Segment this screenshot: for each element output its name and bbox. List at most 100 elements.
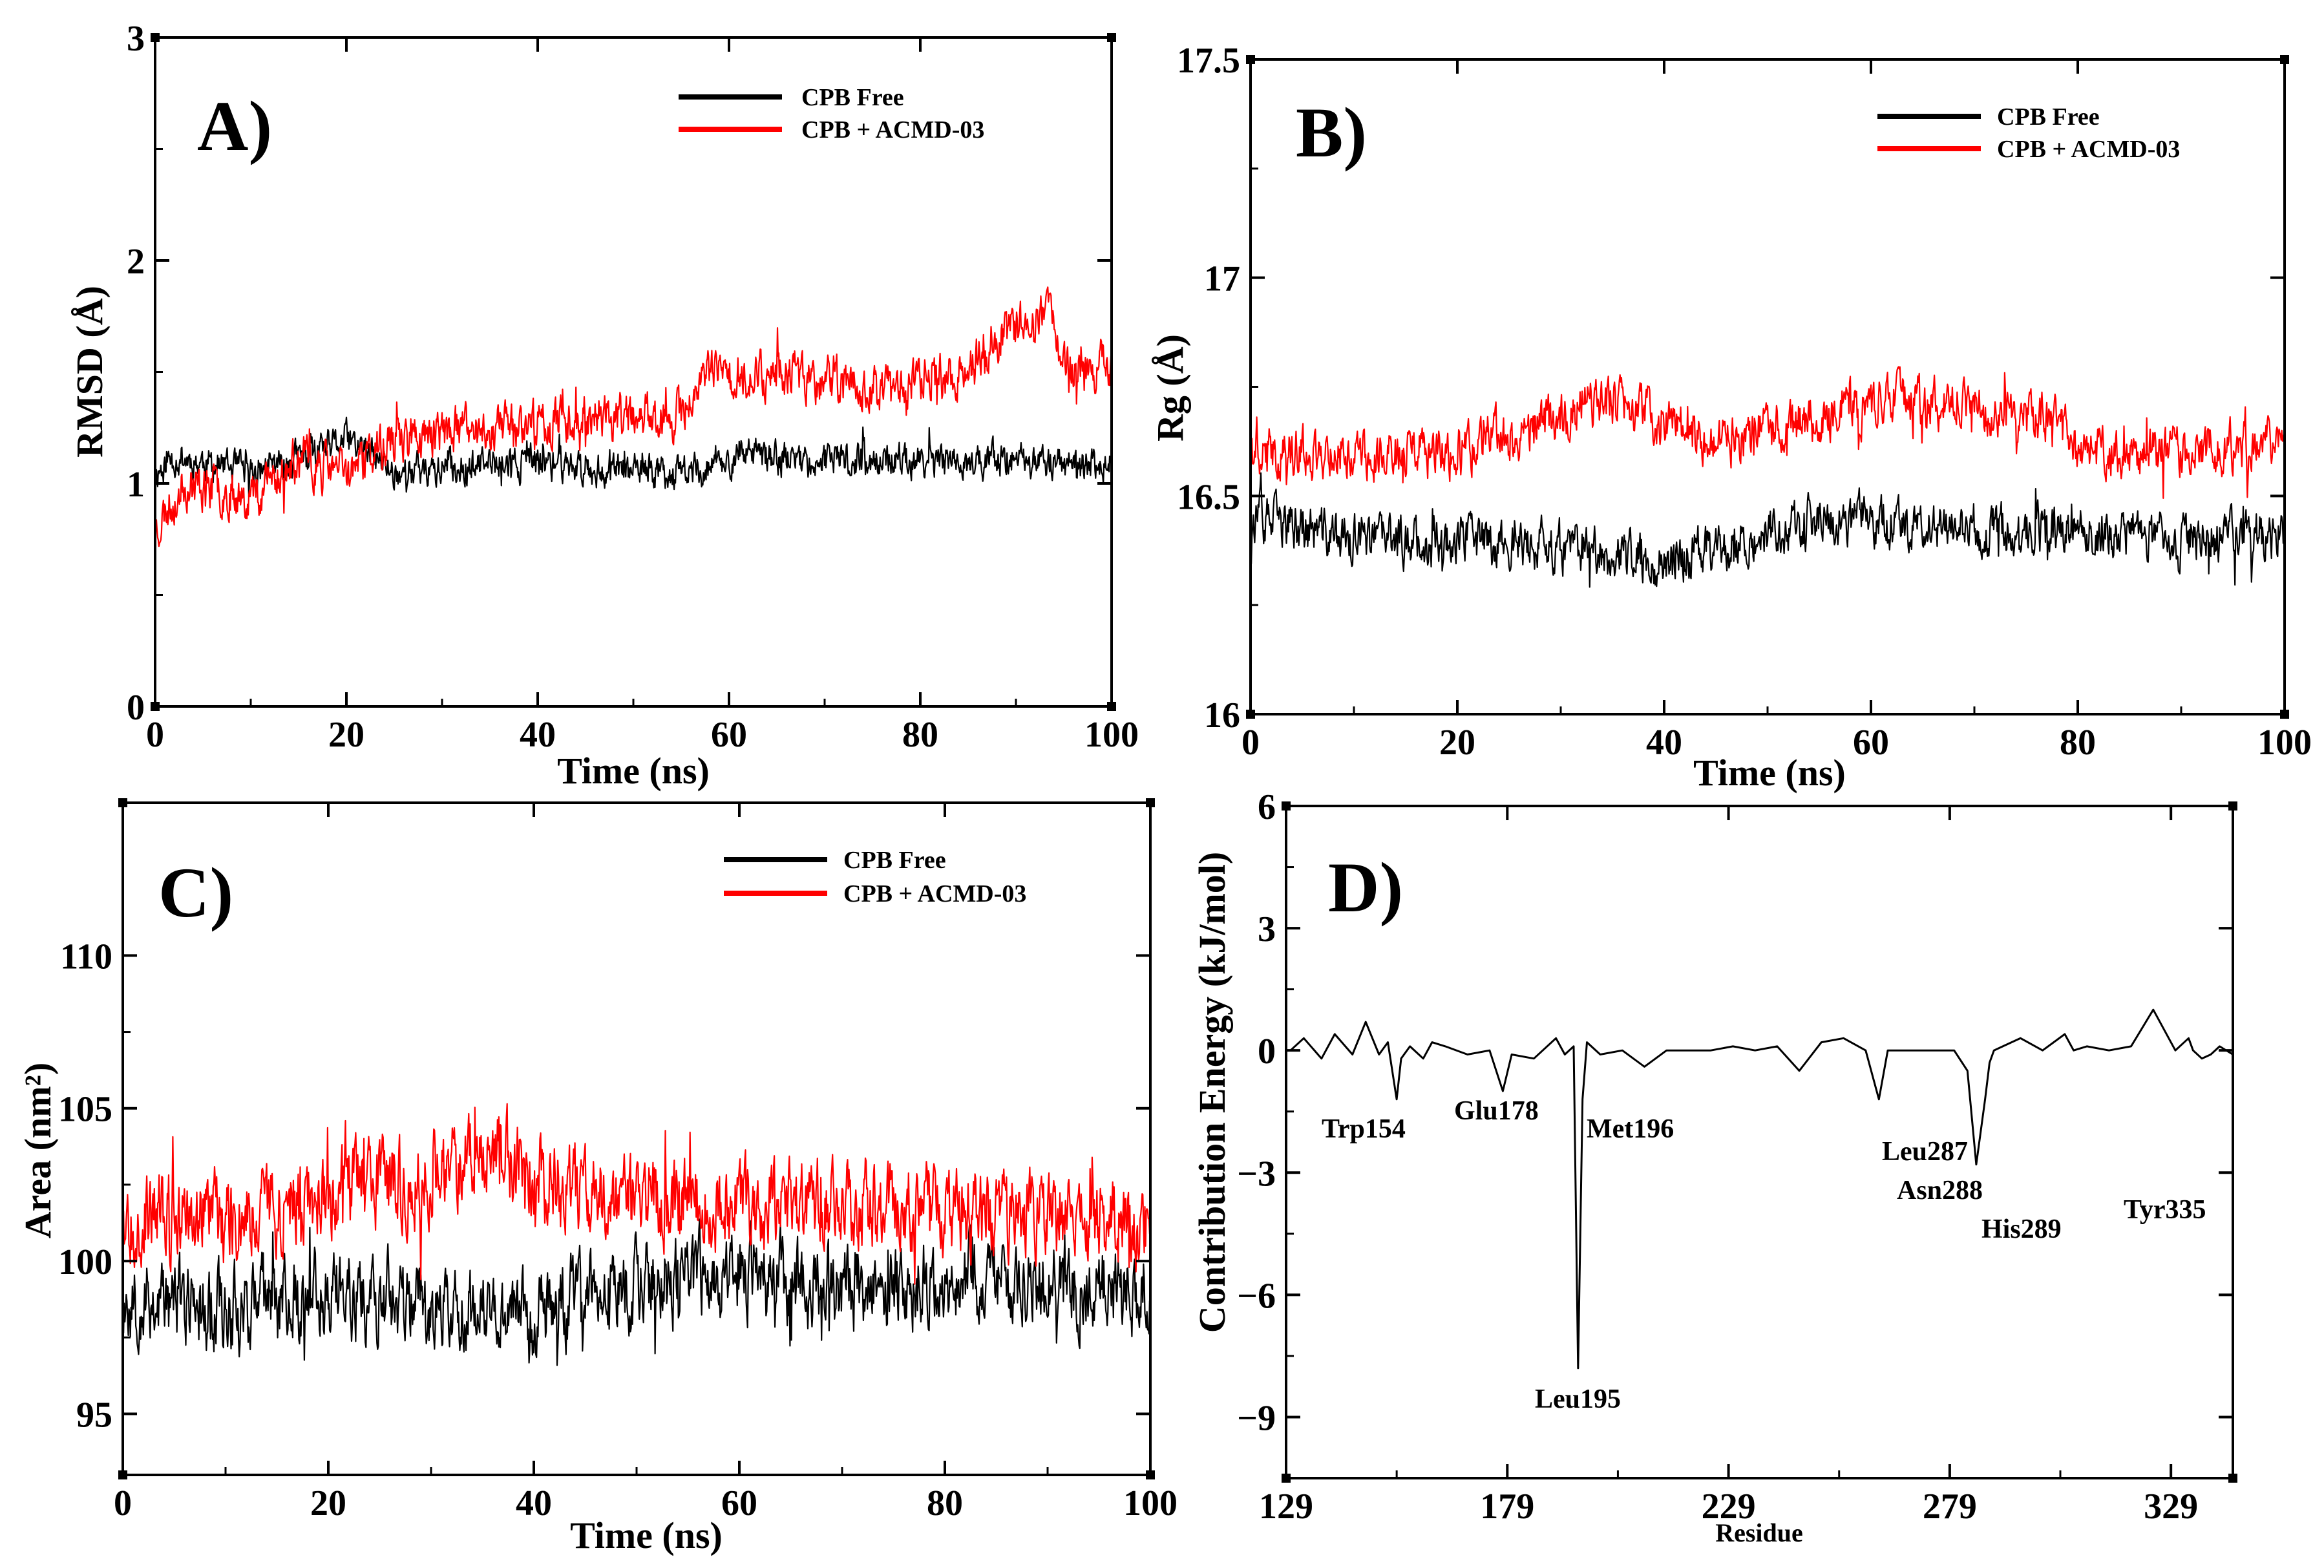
y-tick-label: 17 <box>1204 259 1240 299</box>
series-a-ligand <box>154 286 1113 547</box>
y-tick-label: 105 <box>58 1090 112 1130</box>
series-c-primary <box>121 1218 1152 1366</box>
panel-d-ylabel: Contribution Energy (kJ/mol) <box>1191 852 1233 1333</box>
x-tick-label: 279 <box>1923 1487 1977 1527</box>
annotation-glu178: Glu178 <box>1454 1096 1539 1126</box>
panel-c-ylabel: Area (nm²) <box>17 1063 59 1238</box>
frame-corner-marker <box>2280 710 2289 719</box>
panel-c-area: 0 20 40 60 80 100 95 100 105 110 C) CPB Free CPB … <box>17 798 1178 1556</box>
panel-b-ylabel: Rg (Å) <box>1149 334 1191 441</box>
y-tick-label: 100 <box>58 1242 112 1282</box>
panel-b-rg: 0 20 40 60 80 100 16 16.5 17 17.5 B) CPB Free CPB… <box>1149 41 2312 794</box>
x-tick-label: 100 <box>2257 723 2312 763</box>
panel-a-xlabel: Time (ns) <box>557 750 710 792</box>
y-tick-label: 3 <box>127 19 145 59</box>
panel-b-series <box>1249 366 2286 588</box>
y-tick-label: −6 <box>1237 1276 1276 1316</box>
annotation-asn288: Asn288 <box>1897 1176 1983 1205</box>
annotation-leu287: Leu287 <box>1882 1137 1968 1167</box>
series-b-primary <box>1249 472 2286 588</box>
frame-corner-marker <box>1146 798 1155 807</box>
panel-c-series <box>121 1103 1152 1366</box>
panel-c-legend-ligand: CPB + ACMD-03 <box>843 880 1026 907</box>
y-tick-label: −9 <box>1237 1398 1276 1438</box>
panel-b-label: B) <box>1296 93 1367 172</box>
panel-c-legend-free: CPB Free <box>843 847 946 874</box>
frame-corner-marker <box>1282 1474 1291 1483</box>
x-tick-label: 40 <box>520 715 556 755</box>
frame-corner-marker <box>1246 710 1255 719</box>
panel-a-label: A) <box>197 87 272 165</box>
panel-d-label: D) <box>1328 848 1403 927</box>
x-tick-label: 329 <box>2144 1487 2198 1527</box>
x-tick-label: 60 <box>711 715 747 755</box>
annotation-met196: Met196 <box>1587 1114 1674 1144</box>
frame-corner-marker <box>1107 702 1116 711</box>
series-b-ligand <box>1249 366 2286 499</box>
x-tick-label: 20 <box>1439 723 1475 763</box>
frame-corner-marker <box>1107 33 1116 42</box>
panel-a-rmsd: 0 20 40 60 80 100 0 1 2 3 A) CPB Free CPB + ACMD-… <box>69 19 1139 792</box>
x-tick-label: 129 <box>1259 1487 1313 1527</box>
series-a-primary <box>154 416 1113 498</box>
x-tick-label: 80 <box>902 715 938 755</box>
panel-d-xlabel: Residue <box>1715 1518 1803 1547</box>
panel-b-ticks: 0 20 40 60 80 100 16 16.5 17 17.5 <box>1177 41 2312 763</box>
x-tick-label: 229 <box>1702 1487 1756 1527</box>
panel-a-legend-ligand: CPB + ACMD-03 <box>801 116 984 143</box>
annotation-trp154: Trp154 <box>1322 1114 1406 1144</box>
frame-corner-marker <box>1146 1470 1155 1479</box>
frame-corner-marker <box>2228 1474 2237 1483</box>
panel-a-legend-free: CPB Free <box>801 84 904 111</box>
panel-d-ticks: 129 179 229 279 329 −9 −6 −3 0 3 6 <box>1237 787 2237 1527</box>
frame-corner-marker <box>118 1470 127 1479</box>
panel-c-xlabel: Time (ns) <box>570 1514 723 1556</box>
annotation-his289: His289 <box>1981 1214 2062 1244</box>
annotation-leu195: Leu195 <box>1535 1384 1621 1414</box>
y-tick-label: 95 <box>76 1395 112 1435</box>
y-tick-label: 1 <box>127 465 145 505</box>
frame-corner-marker <box>151 702 160 711</box>
frame-corner-marker <box>2228 801 2237 810</box>
panel-b-xlabel: Time (ns) <box>1693 752 1846 794</box>
y-tick-label: 17.5 <box>1177 41 1240 81</box>
x-tick-label: 20 <box>328 715 364 755</box>
x-tick-label: 40 <box>516 1483 552 1523</box>
panel-d-energy: 129 179 229 279 329 −9 −6 −3 0 3 6 D) Trp154 Glu17… <box>1191 787 2237 1547</box>
y-tick-label: 16.5 <box>1177 477 1240 517</box>
panel-a-ylabel: RMSD (Å) <box>69 286 111 458</box>
annotation-tyr335: Tyr335 <box>2124 1195 2206 1225</box>
x-tick-label: 60 <box>1853 723 1889 763</box>
x-tick-label: 100 <box>1123 1483 1178 1523</box>
panel-b-legend-free: CPB Free <box>1997 103 2100 131</box>
x-tick-label: 60 <box>721 1483 757 1523</box>
frame-corner-marker <box>1246 55 1255 64</box>
y-tick-label: −3 <box>1237 1154 1276 1194</box>
x-tick-label: 20 <box>310 1483 346 1523</box>
x-tick-label: 179 <box>1480 1487 1534 1527</box>
series-d-primary <box>1289 1008 2234 1370</box>
panel-d-series <box>1289 1008 2234 1370</box>
frame-corner-marker <box>151 33 160 42</box>
x-tick-label: 80 <box>927 1483 963 1523</box>
x-tick-label: 0 <box>146 715 164 755</box>
panel-a-ticks: 0 20 40 60 80 100 0 1 2 3 <box>127 19 1139 755</box>
series-c-ligand <box>121 1103 1151 1285</box>
panel-c-ticks: 0 20 40 60 80 100 95 100 105 110 <box>58 798 1178 1523</box>
frame-corner-marker <box>118 798 127 807</box>
panel-a-series <box>154 286 1113 547</box>
y-tick-label: 6 <box>1258 787 1276 827</box>
x-tick-label: 0 <box>114 1483 132 1523</box>
y-tick-label: 0 <box>1258 1032 1276 1072</box>
y-tick-label: 2 <box>127 242 145 282</box>
y-tick-label: 16 <box>1204 695 1240 736</box>
x-tick-label: 100 <box>1084 715 1139 755</box>
x-tick-label: 40 <box>1646 723 1682 763</box>
x-tick-label: 80 <box>2060 723 2096 763</box>
panel-d-frame <box>1285 805 2234 1479</box>
y-tick-label: 3 <box>1258 909 1276 949</box>
frame-corner-marker <box>1282 801 1291 810</box>
y-tick-label: 0 <box>127 688 145 728</box>
